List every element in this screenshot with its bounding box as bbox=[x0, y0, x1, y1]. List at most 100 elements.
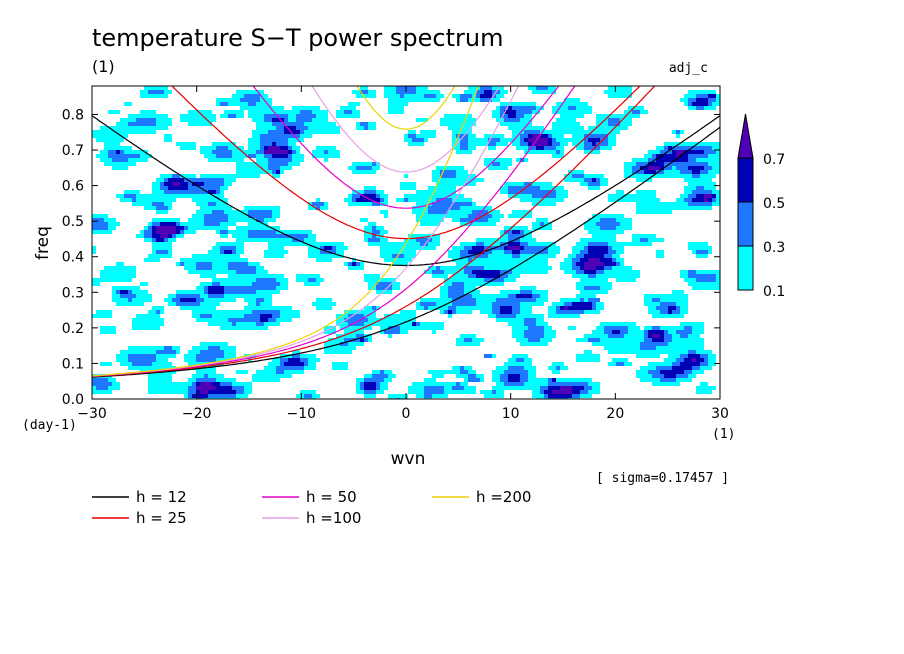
power-cell bbox=[256, 310, 260, 314]
power-cell bbox=[628, 322, 632, 326]
power-cell bbox=[260, 234, 264, 238]
power-cell bbox=[196, 314, 200, 318]
power-cell bbox=[156, 190, 160, 194]
power-cell bbox=[212, 266, 216, 270]
power-cell bbox=[512, 314, 516, 318]
power-cell bbox=[456, 122, 460, 126]
power-cell bbox=[384, 278, 388, 282]
power-cell bbox=[464, 138, 468, 142]
power-cell bbox=[236, 250, 240, 254]
power-cell bbox=[456, 114, 460, 118]
power-cell bbox=[472, 334, 476, 338]
power-cell bbox=[480, 98, 484, 102]
power-cell bbox=[316, 198, 320, 202]
power-cell bbox=[452, 286, 456, 290]
power-cell bbox=[596, 222, 600, 226]
power-cell bbox=[264, 154, 268, 158]
power-cell bbox=[440, 118, 444, 122]
power-cell bbox=[224, 314, 228, 318]
power-cell bbox=[208, 274, 212, 278]
power-cell bbox=[444, 294, 448, 298]
power-cell bbox=[160, 114, 164, 118]
power-cell bbox=[640, 190, 644, 194]
power-cell bbox=[696, 282, 700, 286]
power-cell bbox=[244, 234, 248, 238]
power-cell bbox=[448, 254, 452, 258]
power-cell bbox=[144, 206, 148, 210]
power-cell bbox=[688, 178, 692, 182]
power-cell bbox=[220, 258, 224, 262]
power-cell bbox=[452, 266, 456, 270]
power-cell bbox=[260, 326, 264, 330]
power-cell bbox=[228, 174, 232, 178]
power-cell bbox=[436, 194, 440, 198]
power-cell bbox=[420, 98, 424, 102]
power-cell bbox=[204, 150, 208, 154]
power-cell bbox=[116, 146, 120, 150]
power-cell bbox=[656, 298, 660, 302]
power-cell bbox=[316, 202, 320, 206]
power-cell bbox=[556, 314, 560, 318]
power-cell bbox=[184, 294, 188, 298]
power-cell bbox=[244, 154, 248, 158]
power-cell bbox=[172, 298, 176, 302]
power-cell bbox=[592, 306, 596, 310]
power-cell bbox=[296, 310, 300, 314]
power-cell bbox=[532, 90, 536, 94]
power-cell bbox=[348, 346, 352, 350]
power-cell bbox=[308, 234, 312, 238]
power-cell bbox=[588, 222, 592, 226]
power-cell bbox=[708, 106, 712, 110]
power-cell bbox=[124, 294, 128, 298]
power-cell bbox=[428, 98, 432, 102]
power-cell bbox=[364, 190, 368, 194]
power-cell bbox=[160, 242, 164, 246]
power-cell bbox=[496, 90, 500, 94]
power-cell bbox=[596, 218, 600, 222]
power-cell bbox=[160, 210, 164, 214]
power-cell bbox=[536, 222, 540, 226]
power-cell bbox=[356, 342, 360, 346]
power-cell bbox=[252, 286, 256, 290]
power-cell bbox=[508, 254, 512, 258]
power-cell bbox=[692, 198, 696, 202]
power-cell bbox=[592, 282, 596, 286]
power-cell bbox=[128, 118, 132, 122]
power-cell bbox=[276, 174, 280, 178]
power-cell bbox=[548, 146, 552, 150]
power-cell bbox=[560, 194, 564, 198]
power-cell bbox=[216, 214, 220, 218]
power-cell bbox=[652, 170, 656, 174]
power-cell bbox=[264, 142, 268, 146]
power-cell bbox=[656, 342, 660, 346]
power-cell bbox=[632, 278, 636, 282]
power-cell bbox=[692, 150, 696, 154]
power-cell bbox=[528, 110, 532, 114]
power-cell bbox=[124, 146, 128, 150]
power-cell bbox=[508, 246, 512, 250]
power-cell bbox=[204, 342, 208, 346]
power-cell bbox=[136, 350, 140, 354]
power-cell bbox=[512, 274, 516, 278]
power-cell bbox=[520, 302, 524, 306]
power-cell bbox=[448, 214, 452, 218]
power-cell bbox=[140, 318, 144, 322]
power-cell bbox=[92, 314, 96, 318]
power-cell bbox=[176, 294, 180, 298]
power-cell bbox=[436, 170, 440, 174]
power-cell bbox=[612, 334, 616, 338]
power-cell bbox=[300, 278, 304, 282]
power-cell bbox=[372, 318, 376, 322]
power-cell bbox=[104, 154, 108, 158]
power-cell bbox=[524, 110, 528, 114]
power-cell bbox=[420, 210, 424, 214]
power-cell bbox=[508, 290, 512, 294]
power-cell bbox=[660, 166, 664, 170]
power-cell bbox=[464, 134, 468, 138]
power-cell bbox=[416, 190, 420, 194]
power-cell bbox=[304, 106, 308, 110]
power-cell bbox=[664, 158, 668, 162]
power-cell bbox=[712, 198, 716, 202]
power-cell bbox=[120, 198, 124, 202]
power-cell bbox=[468, 306, 472, 310]
